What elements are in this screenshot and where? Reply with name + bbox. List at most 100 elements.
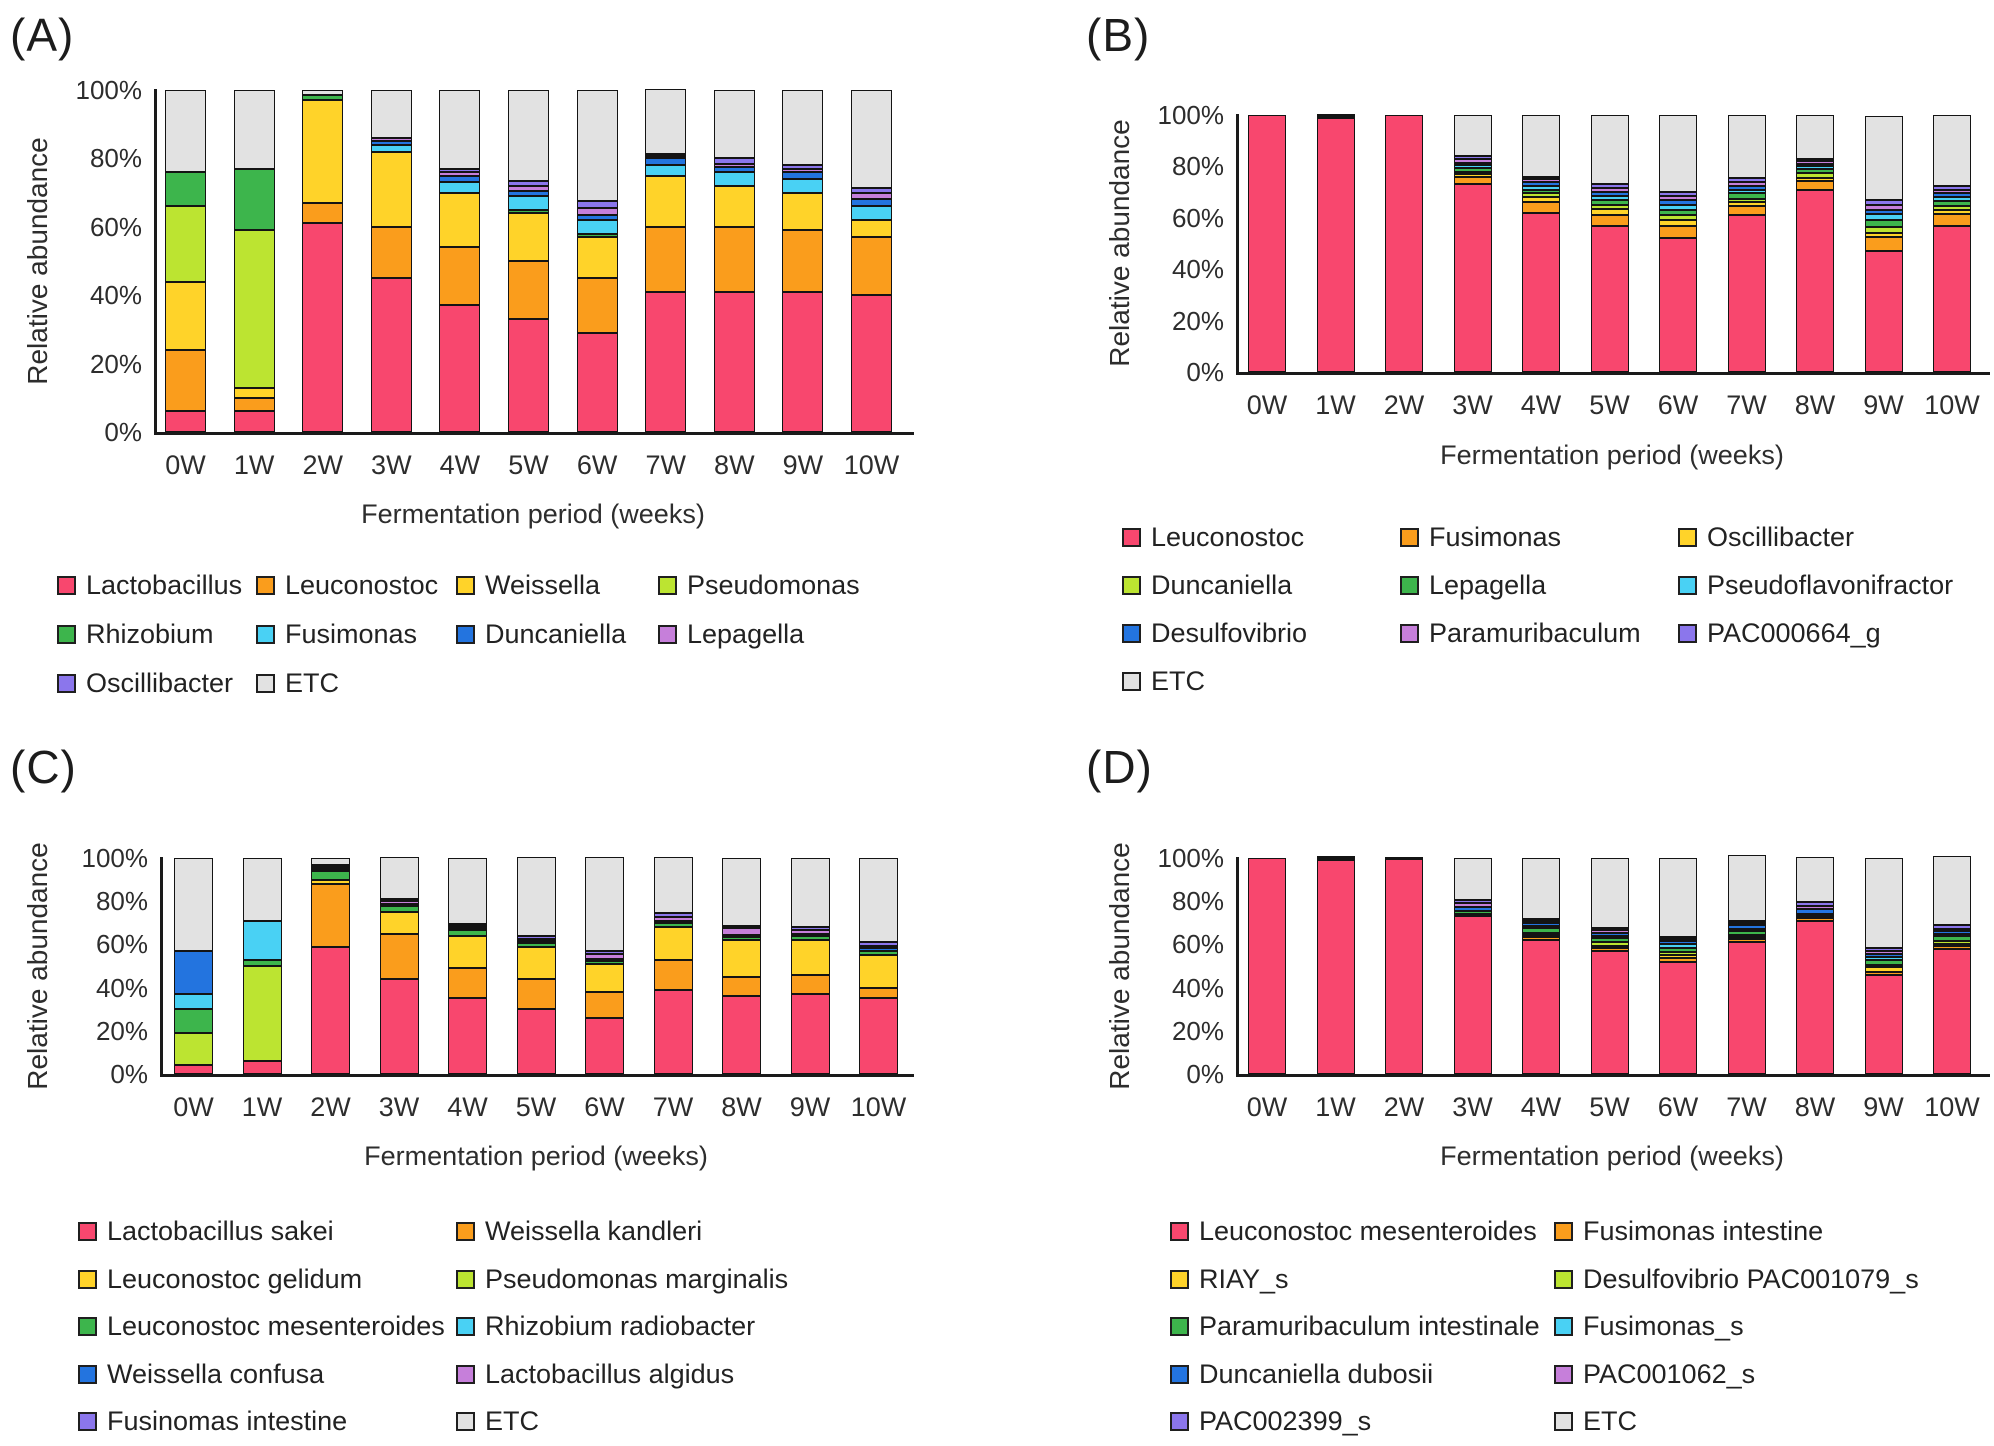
legend-color-swatch-icon bbox=[256, 674, 275, 693]
y-tick-label: 0% bbox=[1186, 1059, 1224, 1089]
bar-segment bbox=[439, 305, 481, 432]
legend-color-swatch-icon bbox=[1170, 1317, 1189, 1337]
bar-segment bbox=[311, 858, 350, 865]
y-tick-label: 60% bbox=[95, 929, 148, 960]
legend-label: Leuconostoc bbox=[1151, 521, 1305, 552]
bar-segment bbox=[1590, 204, 1629, 209]
bar-9W bbox=[1864, 115, 1903, 372]
bar-1W bbox=[242, 858, 282, 1074]
y-tick-label: 100% bbox=[75, 75, 143, 105]
legend-color-swatch-icon bbox=[456, 1269, 475, 1289]
bar-segment bbox=[585, 991, 624, 1018]
x-tick-label: 7W bbox=[645, 450, 686, 480]
bar-segment bbox=[1659, 944, 1697, 948]
legend-label: ETC bbox=[1583, 1406, 1637, 1437]
y-tick-label: 40% bbox=[1171, 972, 1224, 1003]
bar-segment bbox=[1933, 941, 1971, 944]
bar-segment bbox=[653, 916, 693, 921]
bar-segment bbox=[576, 220, 618, 234]
bar-segment bbox=[1864, 947, 1903, 951]
bar-segment bbox=[1590, 215, 1629, 226]
y-tick-label: 0% bbox=[104, 417, 142, 447]
bar-segment bbox=[645, 89, 687, 155]
bar-segment bbox=[370, 226, 412, 279]
bar-segment bbox=[1659, 947, 1697, 952]
legend-item-rhizobium-radiobacter: Rhizobium radiobacter bbox=[456, 1303, 788, 1351]
bar-segment bbox=[302, 95, 344, 101]
legend-label: Desulfovibrio PAC001079_s bbox=[1583, 1263, 1919, 1294]
bar-segment bbox=[1453, 171, 1492, 175]
bar-segment bbox=[1590, 225, 1629, 372]
legend-color-swatch-icon bbox=[1122, 671, 1141, 691]
bar-segment bbox=[1796, 115, 1834, 159]
bar-segment bbox=[516, 935, 556, 940]
bar-segment bbox=[576, 278, 618, 333]
bar-10W bbox=[1933, 115, 1971, 372]
bar-segment bbox=[1453, 910, 1492, 915]
bar-segment bbox=[1659, 196, 1697, 200]
bar-segment bbox=[1796, 902, 1834, 906]
bar-segment bbox=[311, 879, 350, 884]
bar-segment bbox=[1727, 935, 1766, 938]
y-tick-label: 60% bbox=[1171, 202, 1224, 233]
bar-segment bbox=[782, 90, 824, 166]
bar-segment bbox=[1727, 198, 1766, 203]
bar-segment bbox=[1453, 903, 1492, 907]
x-tick-label: 3W bbox=[1452, 390, 1493, 420]
legend-item-lactobacillus: Lactobacillus bbox=[57, 561, 256, 610]
x-axis-title-d: Fermentation period (weeks) bbox=[1440, 1141, 1784, 1171]
bar-segment bbox=[439, 168, 481, 173]
bar-segment bbox=[174, 1065, 213, 1074]
legend-item-leuconostoc-mesenteroides: Leuconostoc mesenteroides bbox=[78, 1303, 456, 1351]
y-tick-label: 0% bbox=[110, 1059, 148, 1089]
bar-segment bbox=[790, 935, 830, 941]
x-tick-label: 3W bbox=[378, 1092, 420, 1122]
legend-label: Leuconostoc gelidum bbox=[107, 1263, 363, 1294]
bar-segment bbox=[508, 261, 549, 320]
bar-segment bbox=[782, 172, 824, 179]
legend-label: Duncaniella bbox=[1151, 569, 1293, 600]
legend-label: Paramuribaculum bbox=[1429, 617, 1641, 648]
bar-segment bbox=[851, 219, 892, 238]
legend-color-swatch-icon bbox=[658, 625, 677, 644]
bar-segment bbox=[1864, 205, 1903, 211]
bar-segment bbox=[1727, 178, 1766, 182]
legend-item-leuconostoc-mesenteroides: Leuconostoc mesenteroides bbox=[1170, 1208, 1554, 1256]
bar-segment bbox=[508, 190, 549, 197]
bar-segment bbox=[585, 958, 624, 961]
bar-segment bbox=[859, 987, 898, 999]
bar-segment bbox=[851, 90, 892, 188]
bar-segment bbox=[645, 226, 687, 292]
legend-label: RIAY_s bbox=[1199, 1263, 1289, 1294]
bar-segment bbox=[653, 913, 693, 917]
bar-segment bbox=[1796, 905, 1834, 909]
bar-segment bbox=[1933, 928, 1971, 931]
x-tick-label: 6W bbox=[584, 1092, 625, 1122]
bar-segment bbox=[713, 226, 755, 292]
bar-2W bbox=[1385, 115, 1423, 372]
bar-segment bbox=[1453, 167, 1492, 172]
bar-segment bbox=[439, 247, 481, 306]
bar-segment bbox=[165, 172, 206, 207]
legend-c: Lactobacillus sakei Weissella kandleri Leu… bbox=[78, 1208, 788, 1446]
legend-color-swatch-icon bbox=[1122, 527, 1141, 547]
bar-segment bbox=[576, 201, 618, 209]
legend-b: Leuconostoc Fusimonas Oscillibacter Duncani… bbox=[1122, 513, 1953, 705]
legend-label: Oscillibacter bbox=[86, 668, 234, 698]
legend-a: Lactobacillus Leuconostoc Weissella Pseudom… bbox=[57, 561, 860, 708]
legend-item-weissella-confusa: Weissella confusa bbox=[78, 1351, 456, 1399]
legend-label: Lepagella bbox=[687, 619, 805, 649]
legend-color-swatch-icon bbox=[78, 1412, 97, 1432]
bar-segment bbox=[1933, 933, 1971, 936]
bar-segment bbox=[508, 209, 549, 214]
bar-segment bbox=[1659, 939, 1697, 942]
bar-segment bbox=[1522, 189, 1560, 194]
bar-segment bbox=[1522, 212, 1560, 372]
bar-segment bbox=[448, 858, 487, 924]
y-axis-line bbox=[154, 89, 157, 433]
legend-label: ETC bbox=[1151, 665, 1205, 696]
bar-segment bbox=[1385, 859, 1423, 1074]
x-tick-label: 8W bbox=[721, 1092, 762, 1122]
bar-0W bbox=[174, 858, 213, 1074]
bar-segment bbox=[165, 349, 206, 412]
